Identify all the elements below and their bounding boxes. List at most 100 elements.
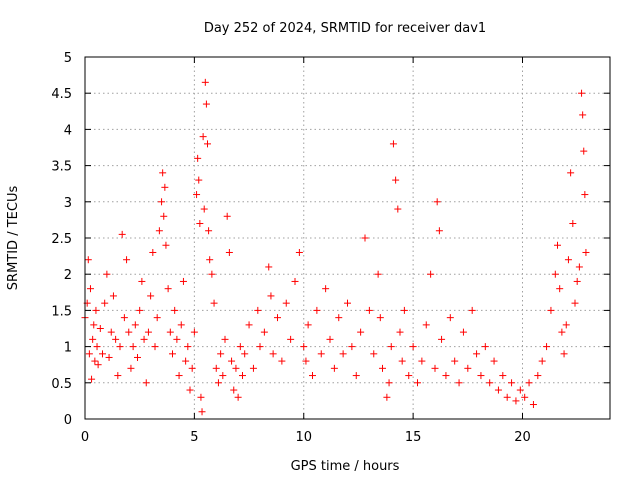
x-tick-label: 10 [295,430,312,445]
data-point [300,343,308,351]
x-tick-label: 15 [405,430,422,445]
data-point [149,248,157,256]
data-point [562,321,570,329]
data-point [451,357,459,365]
data-point [302,357,310,365]
data-point [179,277,187,285]
axis-ticks [84,56,610,420]
data-point [580,147,588,155]
x-axis-title: GPS time / hours [291,459,400,474]
data-point [129,343,137,351]
data-point [481,343,489,351]
data-point [554,241,561,249]
data-point [473,350,481,358]
data-point [427,270,435,278]
data-point [234,393,242,401]
data-point [309,372,316,380]
data-point [196,220,204,228]
data-point [194,154,202,162]
y-tick-label: 5 [64,51,72,66]
data-point [477,372,485,380]
y-tick-label: 4.5 [51,87,72,102]
data-point [249,364,257,372]
data-point [455,379,463,387]
data-point [210,299,218,307]
data-point [162,241,170,249]
data-point [459,328,467,336]
data-point [186,386,194,394]
data-point [138,277,146,285]
data-point [193,191,201,199]
data-point [201,78,209,86]
data-point [103,270,111,278]
data-point [188,364,196,372]
data-point [105,353,113,361]
x-tick-label: 0 [81,430,89,445]
data-point [228,357,236,365]
data-point [322,285,330,293]
y-tick-label: 4 [64,123,72,138]
data-point [116,343,124,351]
data-point [398,357,406,365]
data-point [490,357,498,365]
data-point [468,306,476,314]
tick-labels: 0 0.5 1 1.5 2 2.5 3 3.5 4 4.5 5 0 5 10 15 20 [51,51,530,445]
chart-title: Day 252 of 2024, SRMTID for receiver dav… [204,21,486,36]
data-point [370,350,378,358]
data-point [90,321,98,329]
data-point [236,343,244,351]
data-point [93,343,101,351]
data-point [385,379,393,387]
data-point [151,343,159,351]
data-point [202,100,210,108]
data-point [291,277,299,285]
data-point [177,321,185,329]
data-point [136,306,144,314]
data-point [344,299,351,307]
data-point [579,111,587,119]
data-point [107,328,115,336]
data-point [529,401,537,409]
data-point [198,408,206,416]
data-point [534,372,542,380]
data-point [575,263,583,271]
data-point [142,379,150,387]
data-point [396,328,404,336]
data-point [197,393,205,401]
y-tick-label: 0 [64,413,72,428]
data-point [173,335,181,343]
data-point [578,89,586,97]
data-point [313,306,321,314]
data-point [144,328,152,336]
data-point [389,140,397,148]
data-point [569,220,577,228]
data-point [538,357,546,365]
data-point [164,285,172,293]
data-point [564,256,572,264]
data-point [184,343,192,351]
data-point [512,397,520,405]
data-point [125,328,133,336]
data-point [204,140,211,148]
data-point [525,379,533,387]
data-point [230,386,238,394]
data-point [84,256,92,264]
y-tick-label: 0.5 [51,377,72,392]
data-point [199,133,207,141]
data-point [245,321,253,329]
data-point [295,248,303,256]
data-point [499,372,507,380]
data-point [171,306,179,314]
data-point [260,328,268,336]
data-point [269,350,277,358]
data-point [86,285,94,293]
y-tick-label: 1 [64,341,72,356]
data-point [118,230,126,238]
data-point [330,364,338,372]
data-point [516,386,524,394]
data-point [88,375,96,383]
data-point [274,314,281,322]
data-point [352,372,360,380]
data-point [89,335,97,343]
data-point [582,248,590,256]
